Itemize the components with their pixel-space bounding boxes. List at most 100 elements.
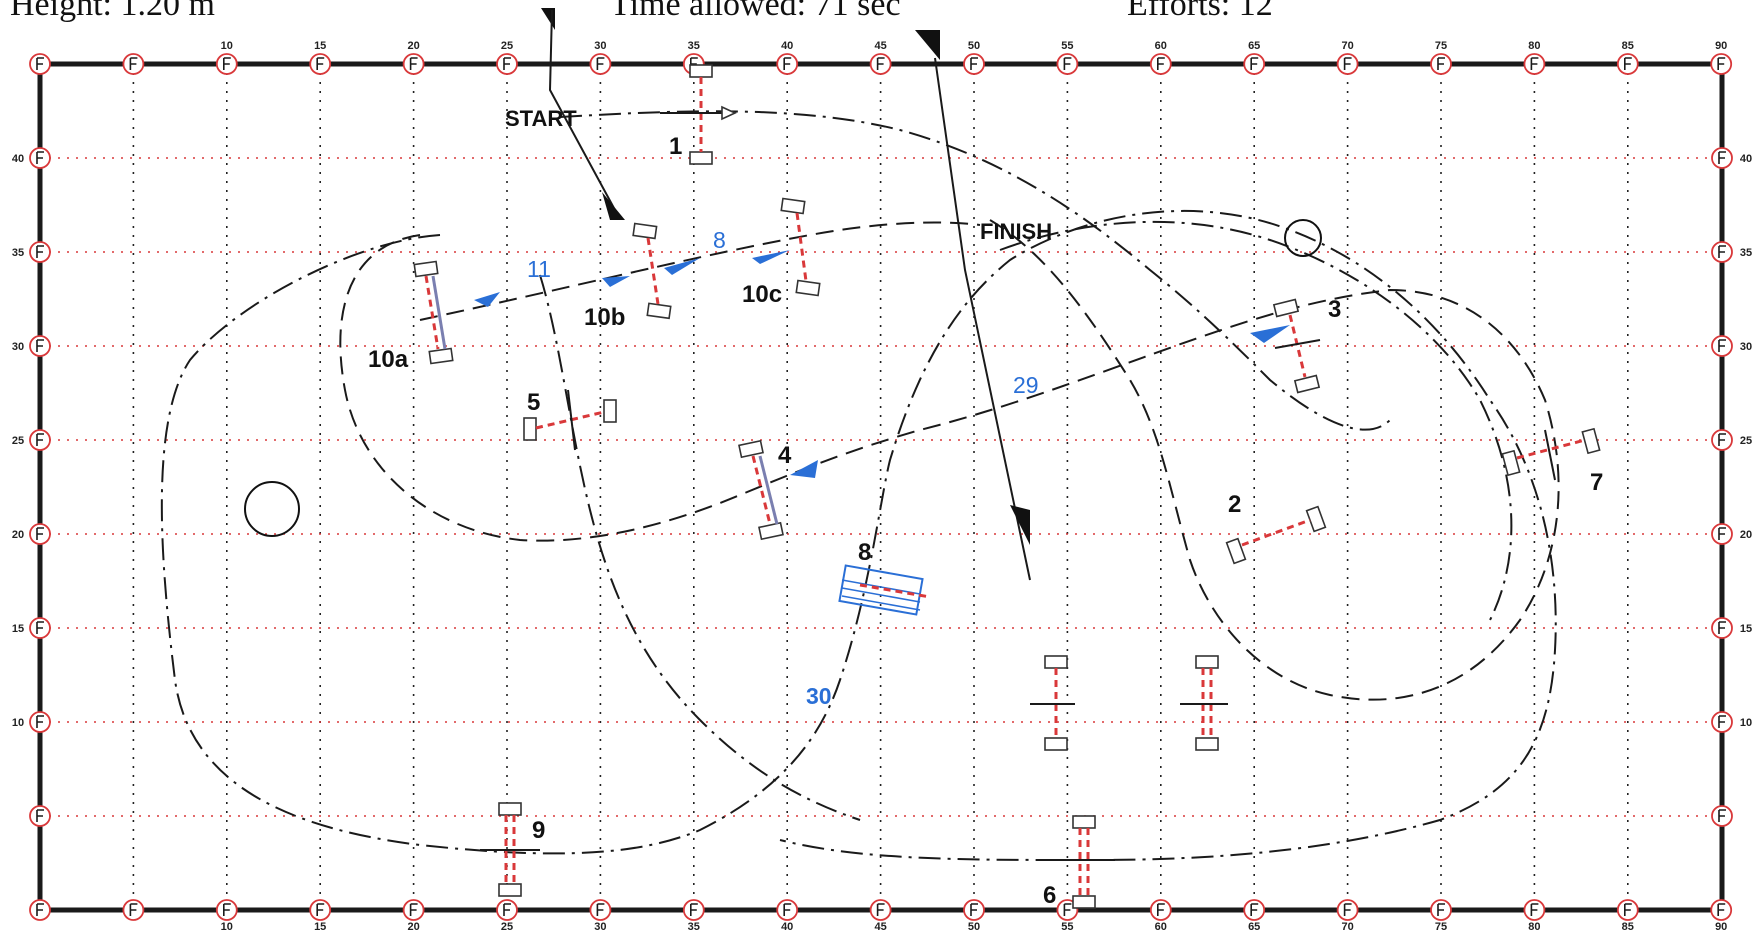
tick-label-bottom: 35 [688, 921, 700, 933]
tick-label-left: 10 [12, 717, 24, 729]
height-label: Height: 1.20 m [10, 0, 215, 23]
grid-marker-post [783, 57, 792, 70]
tick-label-top: 50 [968, 40, 980, 52]
tick-label-bottom: 30 [594, 921, 606, 933]
grid-marker-post [1343, 57, 1352, 70]
turn-circle-left [244, 481, 300, 537]
route-finish [419, 221, 981, 321]
tick-label-bottom: 55 [1061, 921, 1073, 933]
grid-marker-post [1718, 339, 1726, 352]
blue-flag-10c [752, 250, 790, 264]
obstacle-label-9: 9 [532, 817, 545, 844]
grid-marker-post [876, 903, 885, 916]
blue-flag-10b [602, 276, 630, 287]
tick-label-top: 25 [501, 40, 513, 52]
grid-marker-post [316, 57, 325, 70]
tick-label-left: 25 [12, 435, 24, 447]
obstacle-10c [780, 197, 821, 297]
grid-marker-post [1624, 57, 1632, 70]
grid-marker-post [36, 621, 44, 634]
grid-marker-post [596, 903, 605, 916]
grid-marker-post [36, 57, 44, 70]
finish-arrow [915, 30, 1031, 581]
tick-label-right: 40 [1740, 153, 1752, 165]
grid-marker-post [1437, 903, 1445, 916]
tick-label-bottom: 50 [968, 921, 980, 933]
tick-label-right: 20 [1740, 529, 1752, 541]
grid-marker-post [1718, 433, 1726, 446]
obstacle-10b [632, 222, 672, 320]
grid-marker-post [1624, 903, 1632, 916]
tick-label-bottom: 65 [1248, 921, 1260, 933]
grid-marker-post [1718, 809, 1726, 822]
tick-label-right: 15 [1740, 623, 1752, 635]
tick-label-bottom: 70 [1341, 921, 1353, 933]
grid-marker-post [783, 903, 792, 916]
obstacle-9 [480, 802, 540, 897]
efforts-label: Efforts: 12 [1127, 0, 1273, 23]
tick-label-top: 55 [1061, 40, 1073, 52]
obstacle-label-10b: 10b [584, 304, 625, 331]
grid-marker-post [223, 903, 231, 916]
obstacle-label-8: 8 [858, 539, 871, 566]
tick-label-top: 90 [1715, 40, 1727, 52]
course-route [160, 110, 1560, 861]
tick-label-top: 15 [314, 40, 326, 52]
obstacle-10a [413, 260, 454, 365]
unnumbered-fence-1 [1030, 655, 1075, 751]
obstacle-label-10c: 10c [742, 281, 782, 308]
grid-marker-post [36, 151, 44, 164]
obstacle-label-2: 2 [1228, 491, 1241, 518]
tick-label-right: 25 [1740, 435, 1752, 447]
tick-label-bottom: 15 [314, 921, 326, 933]
distance-29: 29 [1013, 372, 1039, 398]
grid-marker-post [1063, 57, 1072, 70]
tick-label-left: 15 [12, 623, 24, 635]
grid-marker-post [970, 903, 978, 916]
tick-label-top: 30 [594, 40, 606, 52]
tick-label-top: 70 [1341, 40, 1353, 52]
tick-label-right: 35 [1740, 247, 1752, 259]
grid-marker-post [970, 57, 978, 70]
tick-label-left: 40 [12, 153, 24, 165]
grid-marker-post [223, 57, 231, 70]
obstacle-label-7: 7 [1590, 469, 1603, 496]
grid-marker-post [503, 903, 511, 916]
start-arrow [541, 8, 625, 220]
obstacle-label-4: 4 [778, 442, 792, 469]
obstacle-6 [1055, 815, 1115, 909]
grid-marker-post [1718, 245, 1726, 258]
grid-marker-post [1717, 57, 1726, 70]
route-loop-inner [339, 219, 1560, 701]
blue-flag-3 [1250, 325, 1290, 343]
tick-label-left: 30 [12, 341, 24, 353]
grid-marker-post [876, 57, 885, 70]
tick-label-bottom: 40 [781, 921, 793, 933]
grid-marker-post [1530, 57, 1539, 70]
obstacle-7 [1501, 427, 1601, 481]
tick-label-top: 65 [1248, 40, 1260, 52]
tick-label-right: 10 [1740, 717, 1752, 729]
route-start-section [559, 110, 1391, 431]
blue-flag-4 [790, 460, 818, 478]
tick-label-bottom: 75 [1435, 921, 1447, 933]
grid-marker-post [316, 903, 325, 916]
tick-label-bottom: 25 [501, 921, 513, 933]
unnumbered-fence-2 [1180, 655, 1228, 751]
grid-marker-post [596, 57, 605, 70]
time-allowed-label: Time allowed: 71 sec [610, 0, 901, 23]
grid-marker-post [36, 245, 44, 258]
grid-marker-post [690, 903, 698, 916]
tick-label-top: 80 [1528, 40, 1540, 52]
tick-label-top: 85 [1622, 40, 1634, 52]
tick-label-top: 10 [221, 40, 233, 52]
arena-grid [40, 64, 1722, 910]
tick-label-bottom: 60 [1155, 921, 1167, 933]
tick-label-bottom: 90 [1715, 921, 1727, 933]
grid-marker-post [36, 809, 44, 822]
grid-marker-post [1250, 903, 1259, 916]
tick-label-top: 45 [874, 40, 886, 52]
tick-label-bottom: 80 [1528, 921, 1540, 933]
grid-marker-post [1063, 903, 1072, 916]
